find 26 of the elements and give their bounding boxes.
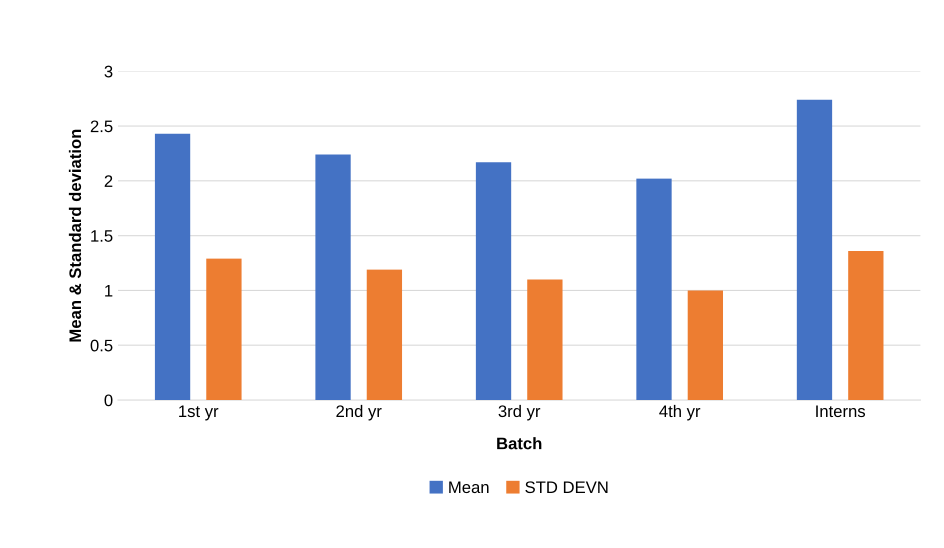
- x-axis-title: Batch: [497, 437, 542, 450]
- y-axis-title: Mean & Standard deviation: [68, 130, 82, 342]
- bar: [796, 100, 832, 400]
- y-tick-label: 1: [105, 285, 112, 296]
- x-tick-label: Interns: [816, 406, 866, 418]
- x-tick-label: 3rd yr: [498, 404, 540, 420]
- y-tick-label: 2: [104, 175, 112, 187]
- y-tick-label: 3: [104, 66, 112, 78]
- bar: [366, 270, 402, 400]
- bar: [688, 290, 724, 400]
- bar: [636, 178, 672, 400]
- y-tick-label: 0.5: [90, 340, 112, 352]
- legend-label: STD DEVN: [525, 481, 608, 494]
- y-tick-label: 1.5: [91, 230, 112, 242]
- x-tick-label: 4th yr: [659, 404, 700, 420]
- x-tick-label: 2nd yr: [336, 404, 382, 420]
- legend-label: Mean: [449, 482, 488, 494]
- bar: [206, 258, 242, 400]
- y-tick-label: 2.5: [90, 120, 112, 132]
- bar: [476, 162, 512, 400]
- x-tick-label: 1st yr: [179, 406, 218, 420]
- bar: [315, 154, 351, 400]
- bar: [848, 250, 884, 400]
- y-tick-label: 0: [104, 394, 112, 406]
- bar: [154, 134, 190, 400]
- bar: [527, 279, 563, 400]
